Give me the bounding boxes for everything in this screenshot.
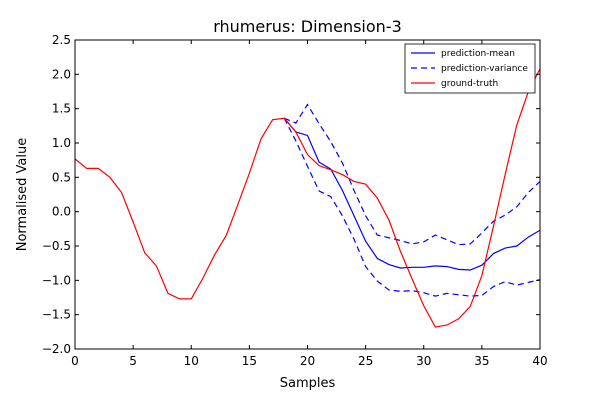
y-tick-label: −2.0: [42, 342, 71, 356]
x-axis-label: Samples: [280, 376, 336, 391]
series-line-ground-truth: [75, 68, 540, 328]
y-tick-label: 2.0: [52, 67, 71, 81]
legend-label: prediction-variance: [441, 64, 528, 74]
y-tick-label: 1.0: [52, 136, 71, 150]
y-tick-label: −0.5: [42, 239, 71, 253]
series-line-prediction-variance-lower: [283, 118, 540, 297]
legend-label: prediction-mean: [441, 49, 515, 59]
tick-layer: 0 5 10 15 20 25 30 35 40 −2.0 −1.5 −1.0 −0.5 0.0 0.5 1.…: [42, 33, 548, 368]
y-tick-label: 0.0: [52, 205, 71, 219]
x-tick-label: 35: [474, 354, 489, 368]
x-tick-label: 20: [300, 354, 315, 368]
y-tick-label: −1.0: [42, 273, 71, 287]
x-tick-label: 25: [358, 354, 373, 368]
x-tick-label: 10: [184, 354, 199, 368]
chart-title: rhumerus: Dimension-3: [213, 17, 402, 36]
y-tick-label: 0.5: [52, 170, 71, 184]
series-layer: [75, 68, 540, 328]
legend: prediction-mean prediction-variance ground…: [404, 43, 536, 94]
y-tick-label: 2.5: [52, 33, 71, 47]
y-axis-label: Normalised Value: [15, 138, 30, 252]
series-line-prediction-variance: [284, 103, 540, 246]
y-tick-label: −1.5: [42, 308, 71, 322]
legend-label: ground-truth: [441, 79, 498, 89]
x-tick-label: 40: [532, 354, 547, 368]
x-tick-label: 5: [129, 354, 137, 368]
series-line-prediction-mean: [283, 117, 540, 271]
x-tick-label: 0: [71, 354, 79, 368]
x-tick-label: 30: [416, 354, 431, 368]
y-tick-label: 1.5: [52, 102, 71, 116]
x-tick-label: 15: [242, 354, 257, 368]
